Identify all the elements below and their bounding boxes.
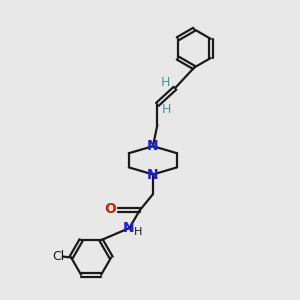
Text: N: N (147, 168, 159, 182)
Text: O: O (104, 202, 116, 216)
Text: N: N (147, 139, 159, 153)
Text: N: N (123, 221, 135, 235)
Text: H: H (161, 76, 170, 89)
Text: H: H (162, 103, 172, 116)
Text: H: H (134, 227, 142, 237)
Text: Cl: Cl (52, 250, 65, 262)
